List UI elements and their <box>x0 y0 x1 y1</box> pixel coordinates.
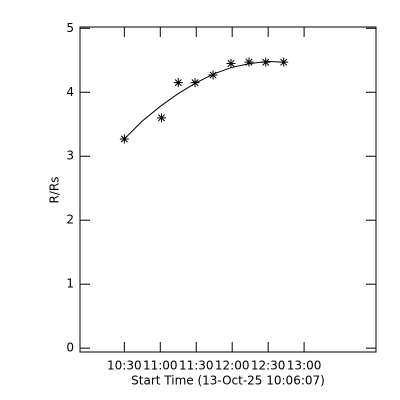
asterisk <box>226 58 236 68</box>
plot-frame <box>79 26 377 353</box>
y-axis-label: R/Rs <box>48 177 62 204</box>
y-tick-label: 3 <box>66 149 74 163</box>
fit-curve <box>123 61 284 140</box>
x-axis-label: Start Time (13-Oct-25 10:06:07) <box>131 374 325 388</box>
y-tick-label: 1 <box>66 277 74 291</box>
y-tick-label: 2 <box>66 213 74 227</box>
x-tick-label: 12:30 <box>251 359 286 373</box>
asterisk <box>190 78 200 88</box>
x-tick-label: 11:30 <box>179 359 214 373</box>
asterisk <box>156 113 166 123</box>
x-tick-label: 10:30 <box>107 359 142 373</box>
asterisk <box>279 57 289 67</box>
x-tick-label: 11:00 <box>143 359 178 373</box>
y-tick-label: 5 <box>66 21 74 35</box>
asterisk <box>208 70 218 80</box>
asterisk <box>119 134 129 144</box>
y-tick-label: 0 <box>66 341 74 355</box>
y-tick-label: 4 <box>66 85 74 99</box>
x-tick-label: 12:00 <box>215 359 250 373</box>
asterisk <box>261 57 271 67</box>
asterisk <box>173 78 183 88</box>
asterisk <box>244 57 254 67</box>
x-tick-label: 13:00 <box>287 359 322 373</box>
